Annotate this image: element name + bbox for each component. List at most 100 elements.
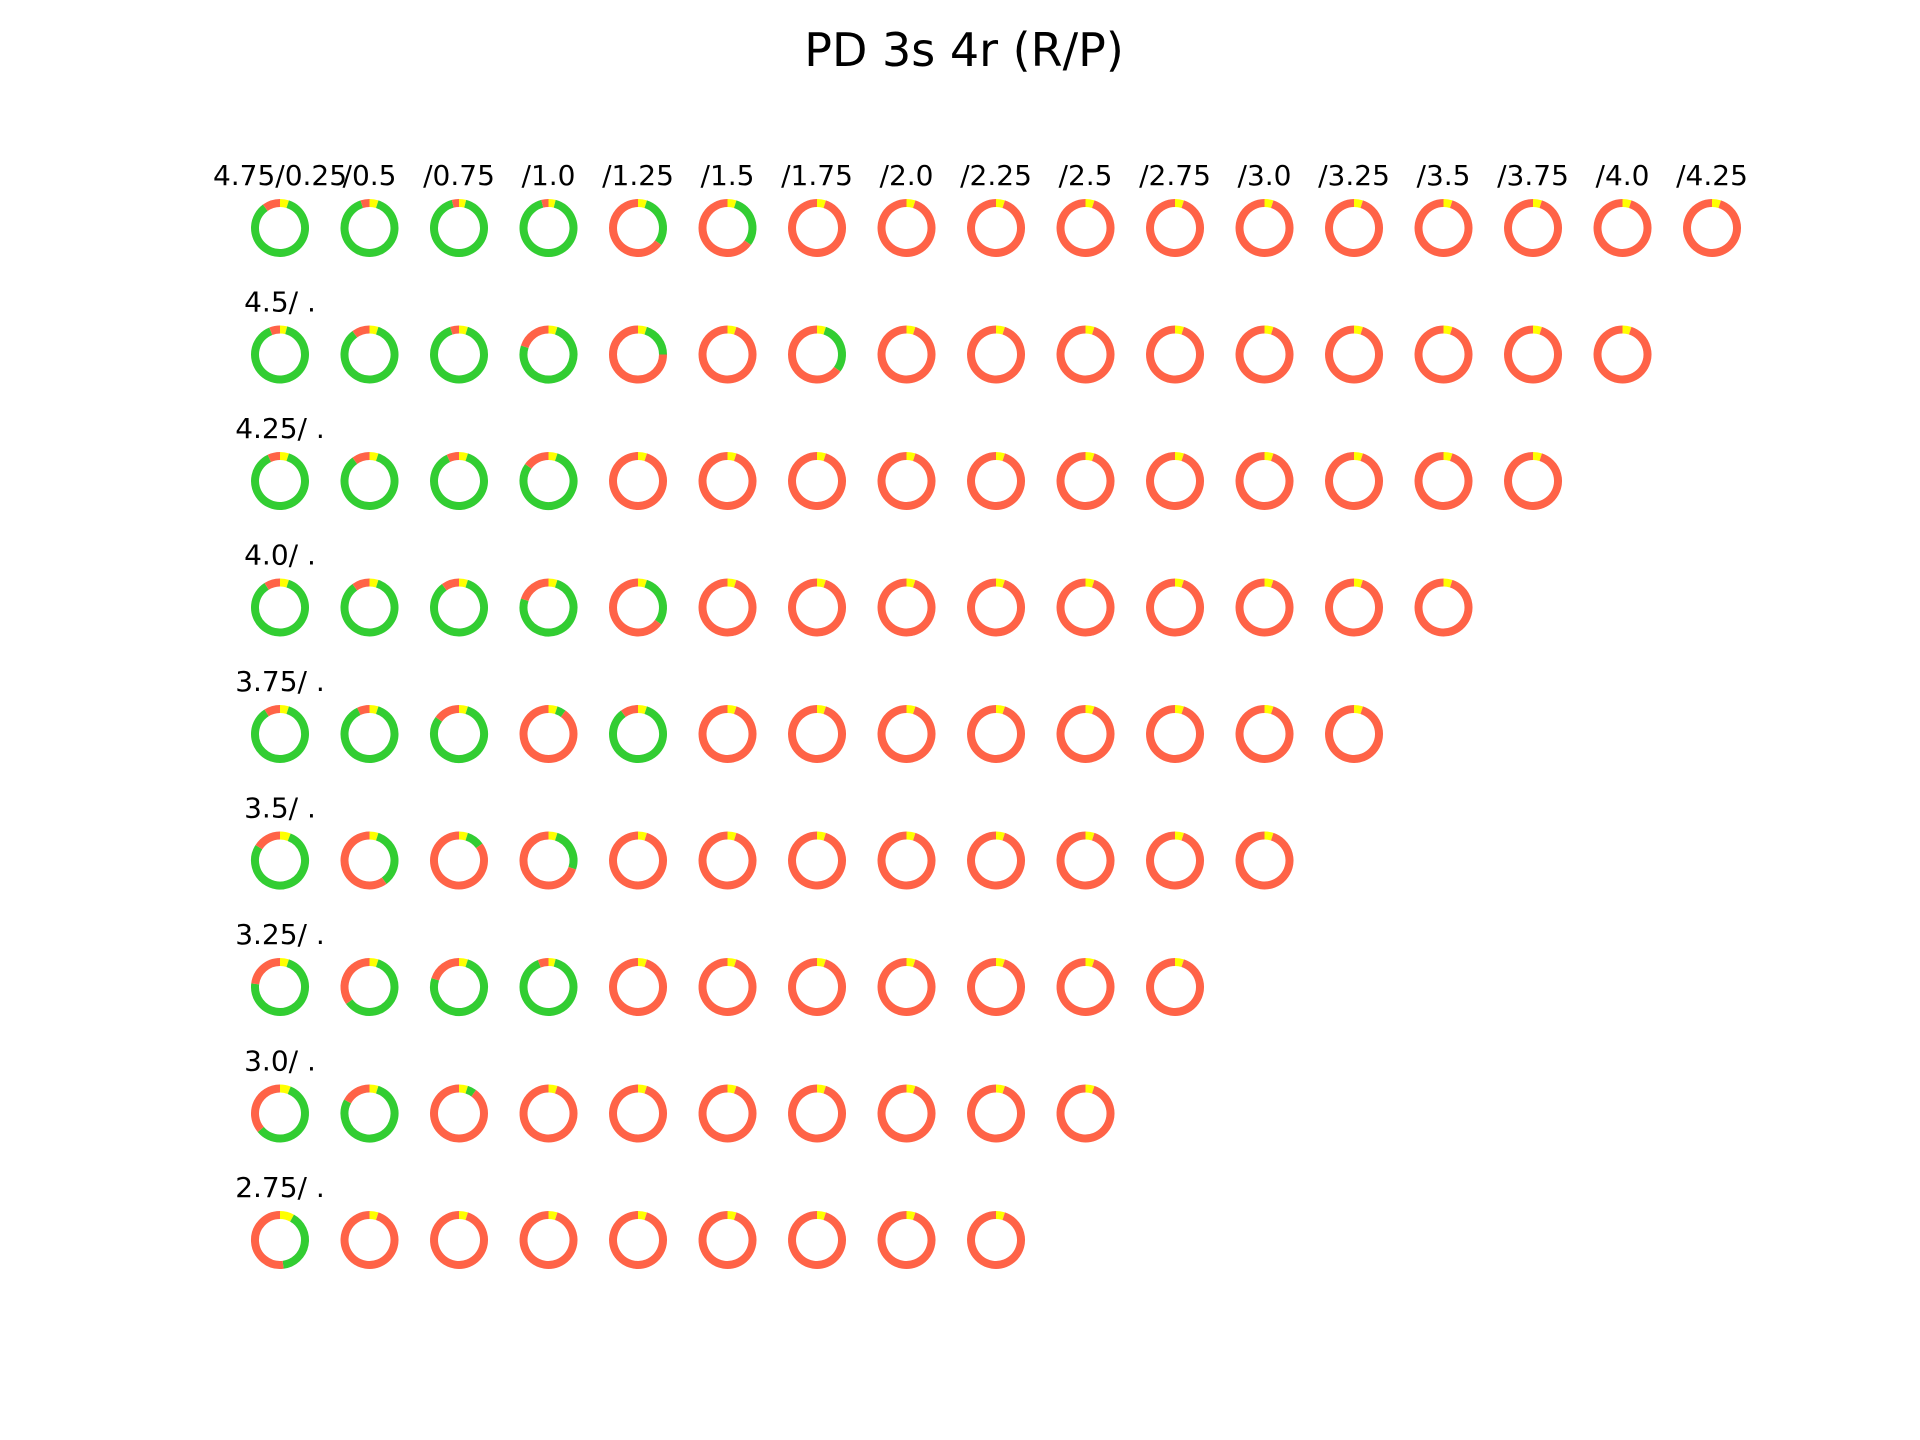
- donut: [1235, 198, 1294, 257]
- donut-segment-yellow: [548, 451, 558, 462]
- donut-segment-red: [340, 831, 387, 890]
- donut: [788, 325, 846, 384]
- donut-segment-yellow: [369, 325, 379, 335]
- donut-segment-red: [698, 199, 751, 257]
- donut: [519, 831, 578, 890]
- donut-segment-yellow: [1174, 451, 1184, 462]
- donut-segment-red: [1056, 1084, 1115, 1143]
- donut-segment-yellow: [727, 1084, 737, 1094]
- donut-segment-red: [698, 578, 757, 637]
- donut-segment-red: [1504, 325, 1562, 384]
- donut-segment-yellow: [995, 1210, 1005, 1221]
- column-label: /2.0: [880, 159, 934, 192]
- donut-segment-yellow: [816, 1210, 826, 1221]
- donut-segment-red: [520, 325, 549, 349]
- donut: [1235, 831, 1294, 890]
- donut-segment-yellow: [995, 704, 1005, 715]
- donut-segment-green: [430, 326, 488, 384]
- donut-segment-red: [1146, 831, 1204, 890]
- donut-segment-yellow: [1443, 578, 1453, 588]
- donut-segment-yellow: [1085, 831, 1095, 841]
- donut-segment-yellow: [369, 957, 379, 968]
- donut-segment-yellow: [727, 451, 737, 462]
- donut-segment-red: [1146, 578, 1204, 637]
- donut: [609, 1084, 667, 1143]
- donut-segment-green: [609, 706, 667, 763]
- donut-segment-red: [430, 831, 488, 890]
- donut: [1056, 578, 1115, 637]
- donut-segment-green: [430, 199, 488, 257]
- donut-segment-red: [352, 452, 370, 465]
- donut: [698, 957, 757, 1016]
- donut-segment-yellow: [637, 957, 647, 968]
- donut: [1235, 325, 1294, 384]
- donut-segment-yellow: [995, 957, 1005, 968]
- donut-segment-green: [644, 200, 667, 246]
- donut: [967, 957, 1025, 1016]
- donut-segment-yellow: [279, 198, 289, 209]
- donut-segment-yellow: [369, 198, 379, 209]
- donut-segment-red: [269, 325, 281, 336]
- donut: [1414, 325, 1473, 384]
- donut-segment-green: [430, 453, 488, 510]
- donut-segment-yellow: [458, 199, 467, 208]
- donut: [519, 325, 578, 384]
- donut-segment-red: [1146, 325, 1204, 384]
- donut-segment-yellow: [1085, 451, 1095, 462]
- donut-segment-yellow: [458, 1084, 468, 1094]
- donut-segment-yellow: [1622, 198, 1632, 209]
- donut-segment-red: [788, 1084, 846, 1143]
- donut-segment-red: [967, 325, 1025, 384]
- donut: [251, 831, 309, 890]
- donut: [967, 1210, 1025, 1269]
- donut-segment-green: [346, 959, 399, 1016]
- donut: [1146, 325, 1204, 384]
- row-label: 3.25/ .: [235, 918, 325, 951]
- donut: [430, 199, 488, 257]
- donut: [609, 578, 667, 637]
- donut-segment-green: [375, 832, 399, 884]
- donut-segment-green: [340, 1085, 399, 1143]
- donut-segment-yellow: [906, 1084, 916, 1094]
- donut: [1235, 451, 1294, 510]
- donut: [1414, 451, 1473, 510]
- donut: [1504, 451, 1562, 510]
- donut: [251, 198, 309, 257]
- donut-segment-yellow: [1174, 704, 1184, 715]
- donut-segment-green: [823, 326, 846, 372]
- donut-segment-yellow: [1353, 578, 1363, 588]
- donut: [519, 451, 578, 510]
- donut: [967, 451, 1025, 510]
- donut-segment-yellow: [995, 198, 1005, 209]
- donut-segment-red: [251, 1211, 284, 1269]
- donut-segment-red: [1325, 325, 1383, 384]
- donut-segment-red: [251, 1084, 281, 1132]
- donut-segment-red: [267, 452, 281, 463]
- donut: [698, 325, 757, 384]
- donut-segment-yellow: [548, 831, 558, 841]
- donut: [1056, 704, 1115, 763]
- donut-segment-yellow: [458, 578, 468, 588]
- donut: [788, 451, 846, 510]
- donut-segment-green: [251, 200, 309, 257]
- donut: [251, 704, 309, 763]
- donut: [430, 578, 488, 637]
- donut-segment-red: [877, 958, 936, 1016]
- donut: [1325, 325, 1383, 384]
- donut-segment-yellow: [906, 831, 916, 841]
- donut-segment-green: [519, 326, 578, 384]
- row-label: 3.5/ .: [244, 792, 316, 825]
- donut-segment-red: [698, 452, 757, 510]
- donut-segment-red: [1056, 325, 1115, 384]
- donut: [698, 578, 757, 637]
- donut-segment-yellow: [906, 198, 916, 209]
- donut-segment-red: [519, 1084, 578, 1143]
- donut-segment-yellow: [816, 831, 826, 841]
- donut: [609, 831, 667, 890]
- donut-segment-yellow: [637, 198, 647, 209]
- donut-segment-yellow: [906, 1210, 916, 1221]
- donut-segment-yellow: [279, 1084, 291, 1095]
- donut: [251, 578, 309, 637]
- donut-segment-yellow: [1353, 198, 1363, 209]
